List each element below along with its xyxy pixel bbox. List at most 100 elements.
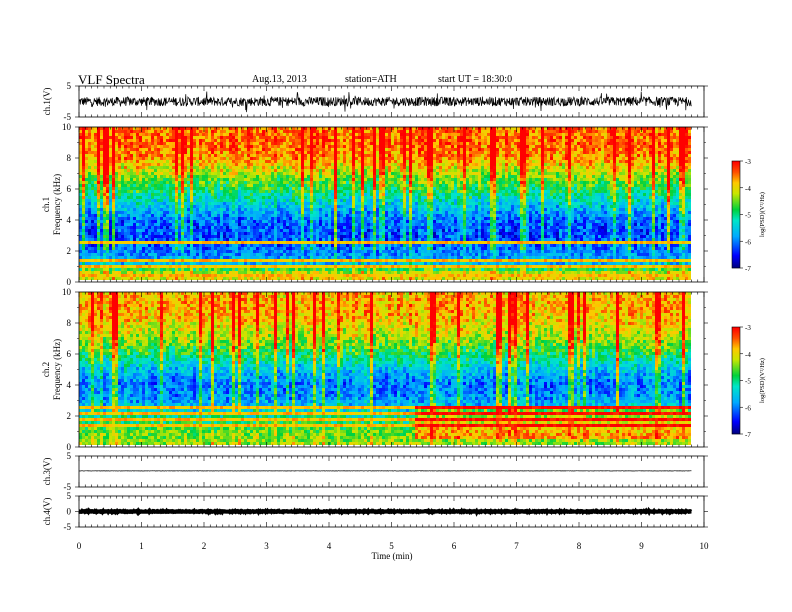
ch1-spectrogram-cell bbox=[88, 130, 91, 133]
ch1-spectrogram-cell bbox=[322, 163, 325, 166]
ch1-spectrogram-cell bbox=[553, 175, 556, 178]
ch1-spectrogram-cell bbox=[382, 163, 385, 166]
ch1-spectrogram-cell bbox=[406, 178, 409, 181]
ch1-spectrogram-cell bbox=[340, 178, 343, 181]
ch1-spectrogram-cell bbox=[478, 154, 481, 157]
ch1-spectrogram-cell bbox=[313, 145, 316, 148]
ch1-spectrogram-cell bbox=[430, 160, 433, 163]
ch1-spectrogram-cell bbox=[292, 184, 295, 187]
ch1-spectrogram-cell bbox=[196, 181, 199, 184]
ch1-spectrogram-cell bbox=[352, 169, 355, 172]
ch1-spectrogram-cell bbox=[100, 136, 103, 139]
ch1-spectrogram-cell bbox=[208, 169, 211, 172]
ch1-spectrogram-cell bbox=[496, 166, 499, 169]
ch1-spectrogram-cell bbox=[688, 190, 691, 193]
ch1-spectrogram-cell bbox=[664, 184, 667, 187]
ch1-spectrogram-cell bbox=[451, 181, 454, 184]
ch1-spectrogram-cell bbox=[274, 142, 277, 145]
ch1-spectrogram-cell bbox=[454, 136, 457, 139]
ch1-spectrogram-cell bbox=[220, 139, 223, 142]
ch1-spectrogram-cell bbox=[124, 169, 127, 172]
ch1-spectrogram-cell bbox=[202, 181, 205, 184]
ch1-spectrogram-cell bbox=[565, 163, 568, 166]
ch1-spectrogram-cell bbox=[514, 193, 517, 196]
ch1-spectrogram-cell bbox=[682, 181, 685, 184]
ch1-spectrogram-cell bbox=[520, 166, 523, 169]
ch1-spectrogram-cell bbox=[208, 178, 211, 181]
ch1-spectrogram-cell bbox=[481, 157, 484, 160]
ch1-spectrogram-cell bbox=[430, 184, 433, 187]
ch1-spectrogram-cell bbox=[610, 160, 613, 163]
ch1-spectrogram-cell bbox=[424, 169, 427, 172]
ch1-spectrogram-cell bbox=[166, 196, 169, 199]
ch1-spectrogram-cell bbox=[460, 187, 463, 190]
ch1-spectrogram-cell bbox=[679, 136, 682, 139]
ch1-spectrogram-cell bbox=[418, 139, 421, 142]
ch1-spectrogram-cell bbox=[151, 157, 154, 160]
ch1-spectrogram-cell bbox=[82, 151, 85, 154]
ch1-spectrogram-cell bbox=[271, 181, 274, 184]
ch1-spectrogram-cell bbox=[235, 130, 238, 133]
ch1-spectrogram-cell bbox=[220, 157, 223, 160]
ch1-spectrogram-cell bbox=[115, 154, 118, 157]
ch1-spectrogram-cell bbox=[556, 166, 559, 169]
ch1-spectrogram-cell bbox=[229, 166, 232, 169]
ch1-spectrogram-cell bbox=[619, 151, 622, 154]
ch1-spectrogram-cell bbox=[502, 163, 505, 166]
ch1-spectrogram-cell bbox=[493, 160, 496, 163]
ch1-spectrogram-cell bbox=[199, 172, 202, 175]
ch1-spectrogram-cell bbox=[169, 175, 172, 178]
ch1-spectrogram-cell bbox=[673, 136, 676, 139]
ch1-spectrogram-cell bbox=[253, 178, 256, 181]
ch1-spectrogram-cell bbox=[370, 169, 373, 172]
ch1-spectrogram-cell bbox=[613, 139, 616, 142]
ch1-spectrogram-cell bbox=[106, 178, 109, 181]
ch1-spectrogram-cell bbox=[244, 160, 247, 163]
ch1-spectrogram-cell bbox=[124, 175, 127, 178]
ch1-spectrogram-cell bbox=[343, 187, 346, 190]
ch1-spectrogram-cell bbox=[163, 190, 166, 193]
ch1-spectrogram-cell bbox=[427, 163, 430, 166]
ch1-spectrogram-cell bbox=[352, 160, 355, 163]
ch1-spectrogram-cell bbox=[664, 145, 667, 148]
ch1-spectrogram-cell bbox=[457, 139, 460, 142]
ch1-spectrogram-cell bbox=[424, 154, 427, 157]
ch1-spectrogram-cell bbox=[454, 187, 457, 190]
ch1-spectrogram-cell bbox=[301, 187, 304, 190]
ch1-spectrogram-cell bbox=[679, 193, 682, 196]
ch1-spectrogram-cell bbox=[469, 166, 472, 169]
ch1-spectrogram-cell bbox=[94, 139, 97, 142]
ch1-spectrogram-cell bbox=[394, 142, 397, 145]
ch1-spectrogram-cell bbox=[217, 172, 220, 175]
ch1-spectrogram-cell bbox=[115, 142, 118, 145]
ch1-spectrogram-cell bbox=[250, 160, 253, 163]
ch1-spectrogram-cell bbox=[370, 193, 373, 196]
ch1-spectrogram-cell bbox=[526, 169, 529, 172]
ch1-spectrogram-cell bbox=[652, 163, 655, 166]
ch1-spectrogram-cell bbox=[439, 136, 442, 139]
ch1-spectrogram-cell bbox=[211, 163, 214, 166]
ch1-spectrogram-cell bbox=[265, 157, 268, 160]
ch1-spectrogram-cell bbox=[577, 148, 580, 151]
ch1-spectrogram-cell bbox=[289, 196, 292, 199]
ch1-spectrogram-cell bbox=[529, 193, 532, 196]
ch1-spectrogram-cell bbox=[139, 196, 142, 199]
ch1-spectrogram-cell bbox=[301, 175, 304, 178]
ch1-spectrogram-cell bbox=[454, 151, 457, 154]
ch1-spectrogram-cell bbox=[325, 154, 328, 157]
ch1-spectrogram-cell bbox=[142, 154, 145, 157]
ch1-spectrogram-cell bbox=[454, 145, 457, 148]
ch1-spectrogram-cell bbox=[556, 178, 559, 181]
ch1-spectrogram-cell bbox=[274, 139, 277, 142]
ch1-spectrogram-cell bbox=[352, 190, 355, 193]
ch1-spectrogram-cell bbox=[130, 190, 133, 193]
ch1-spectrogram-cell bbox=[382, 145, 385, 148]
ch1-spectrogram-cell bbox=[421, 133, 424, 136]
ch1-spectrogram-cell bbox=[511, 169, 514, 172]
ch1-spectrogram-cell bbox=[100, 184, 103, 187]
ch1-spectrogram-cell bbox=[310, 130, 313, 133]
ch1-spectrogram-cell bbox=[442, 193, 445, 196]
ch1-spectrogram-cell bbox=[634, 193, 637, 196]
ch1-spectrogram-cell bbox=[175, 133, 178, 136]
ch1-spectrogram-cell bbox=[343, 160, 346, 163]
